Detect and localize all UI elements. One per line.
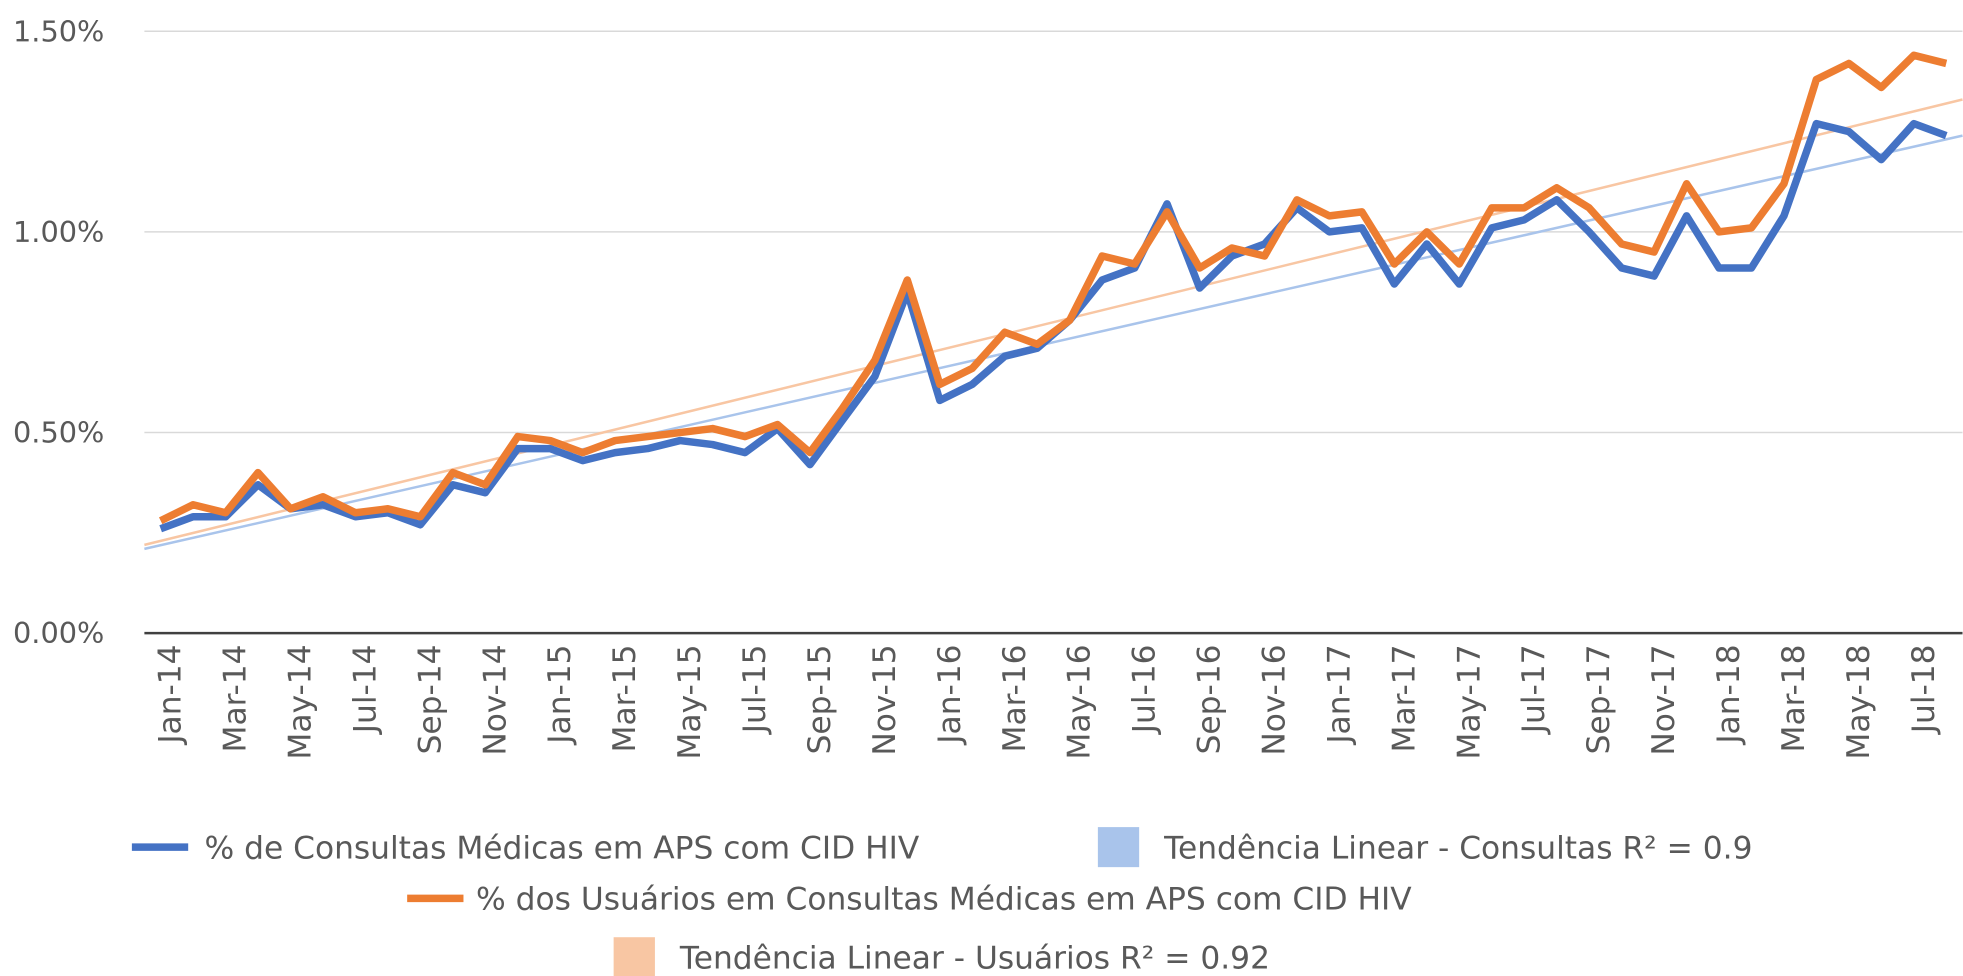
x-tick-label: Sep-15 (802, 644, 838, 754)
x-tick-label: May-18 (1841, 644, 1877, 759)
y-tick-label: 1.50% (13, 14, 104, 48)
series-line (158, 51, 1948, 525)
y-tick-label: 0.50% (13, 416, 104, 450)
x-tick-label: May-14 (283, 644, 319, 759)
x-tick-label: May-17 (1451, 644, 1487, 759)
x-tick-label: Mar-16 (997, 644, 1033, 752)
x-tick-label: Jul-14 (347, 644, 383, 735)
x-tick-label: Sep-16 (1192, 644, 1228, 754)
x-tick-label: Jan-16 (932, 644, 968, 745)
x-tick-label: Jul-18 (1906, 644, 1942, 735)
x-tick-label: May-16 (1062, 644, 1098, 759)
x-tick-label: Jan-15 (542, 644, 578, 745)
legend-label: % dos Usuários em Consultas Médicas em A… (476, 882, 1412, 918)
x-tick-label: Mar-18 (1776, 644, 1812, 752)
legend-swatch (1097, 827, 1140, 868)
x-tick-label: Jan-18 (1711, 644, 1747, 745)
legend-label: Tendência Linear - Consultas R² = 0.9 (1163, 830, 1752, 866)
x-tick-label: Nov-15 (867, 644, 903, 755)
x-tick-label: Nov-14 (477, 644, 513, 755)
x-tick-label: Jul-15 (737, 644, 773, 735)
series-line (159, 119, 1948, 533)
x-tick-label: May-15 (672, 644, 708, 759)
x-tick-label: Jan-14 (153, 644, 189, 745)
x-tick-label: Jul-17 (1516, 644, 1552, 735)
x-tick-label: Mar-14 (218, 644, 254, 752)
trend-line (144, 134, 1963, 551)
x-tick-label: Nov-16 (1257, 644, 1293, 755)
x-tick-label: Sep-17 (1581, 644, 1617, 754)
x-tick-label: Mar-15 (607, 644, 643, 752)
y-tick-label: 0.00% (13, 616, 104, 650)
legend-label: % de Consultas Médicas em APS com CID HI… (204, 830, 919, 866)
legend-swatch (613, 937, 655, 976)
x-tick-label: Nov-17 (1646, 644, 1682, 755)
trend-line (144, 98, 1963, 547)
x-tick-label: Jan-17 (1321, 644, 1357, 745)
y-tick-label: 1.00% (13, 215, 104, 249)
x-tick-label: Sep-14 (412, 644, 448, 754)
x-tick-label: Mar-17 (1386, 644, 1422, 752)
legend-label: Tendência Linear - Usuários R² = 0.92 (679, 940, 1270, 976)
x-tick-label: Jul-16 (1127, 644, 1163, 735)
